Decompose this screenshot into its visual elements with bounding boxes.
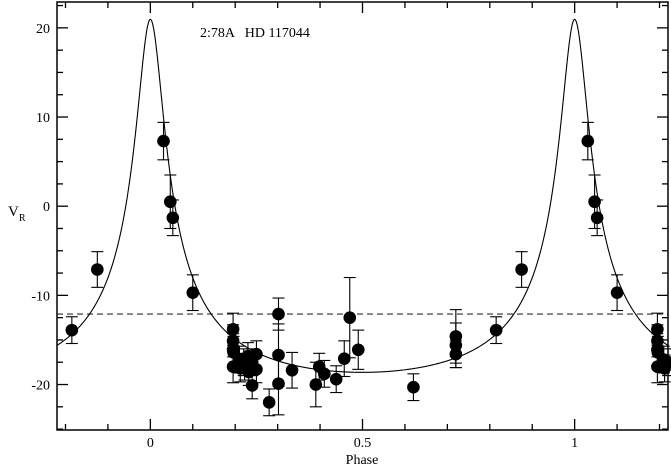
data-marker <box>285 363 299 377</box>
y-tick-label: 0 <box>43 200 50 215</box>
data-point <box>186 274 200 312</box>
data-marker <box>588 195 601 209</box>
data-marker <box>489 323 503 337</box>
axis-ticks: 0 0.5 1 -20 -10 0 10 20 <box>31 2 668 451</box>
data-marker <box>449 347 463 361</box>
data-point <box>581 121 595 161</box>
data-point <box>250 355 263 384</box>
data-point <box>515 251 528 288</box>
plot-area <box>56 18 671 417</box>
y-axis-label-main: V <box>8 204 19 220</box>
data-marker <box>186 286 200 299</box>
data-marker <box>163 195 177 209</box>
data-point <box>590 199 604 237</box>
x-tick-label: 0.5 <box>354 436 372 451</box>
data-marker <box>590 211 604 225</box>
data-point <box>343 276 357 359</box>
y-axis-label: VR <box>8 204 26 224</box>
data-point <box>262 388 276 417</box>
plot-frame <box>56 1 669 431</box>
data-point <box>272 351 285 416</box>
data-marker <box>166 211 180 225</box>
data-point <box>166 199 180 237</box>
data-marker <box>318 367 331 381</box>
data-point <box>610 274 624 312</box>
data-marker <box>250 347 263 361</box>
data-point <box>285 351 299 389</box>
data-point <box>407 373 420 402</box>
data-marker <box>329 372 343 386</box>
y-tick-label: 10 <box>36 111 50 126</box>
data-marker <box>407 380 420 394</box>
x-tick-label: 1 <box>571 436 578 451</box>
data-marker <box>343 311 357 324</box>
data-point <box>489 316 503 345</box>
x-axis-label: Phase <box>346 453 379 468</box>
data-marker <box>250 363 263 376</box>
data-marker <box>65 323 79 337</box>
data-point <box>91 251 104 288</box>
x-tick-label: 0 <box>147 436 154 451</box>
data-marker <box>610 286 624 299</box>
data-point <box>329 365 343 394</box>
y-tick-label: -20 <box>31 379 50 394</box>
data-marker <box>262 396 276 409</box>
data-marker <box>337 352 351 365</box>
data-marker <box>157 134 170 148</box>
data-point <box>337 340 351 378</box>
data-point <box>351 329 365 370</box>
data-marker <box>581 134 595 148</box>
y-tick-label: -10 <box>31 289 50 304</box>
data-point <box>65 316 79 345</box>
data-marker <box>272 307 285 321</box>
data-marker <box>272 377 285 390</box>
data-marker <box>351 343 365 357</box>
y-tick-label: 20 <box>36 22 50 37</box>
chart-title: 2:78A HD 117044 <box>200 26 310 41</box>
y-axis-label-subscript: R <box>19 213 26 224</box>
data-point <box>318 359 331 388</box>
model-curve <box>56 18 669 373</box>
data-marker <box>515 263 528 276</box>
data-point <box>449 340 463 369</box>
data-point <box>157 121 170 161</box>
data-marker <box>91 263 104 276</box>
